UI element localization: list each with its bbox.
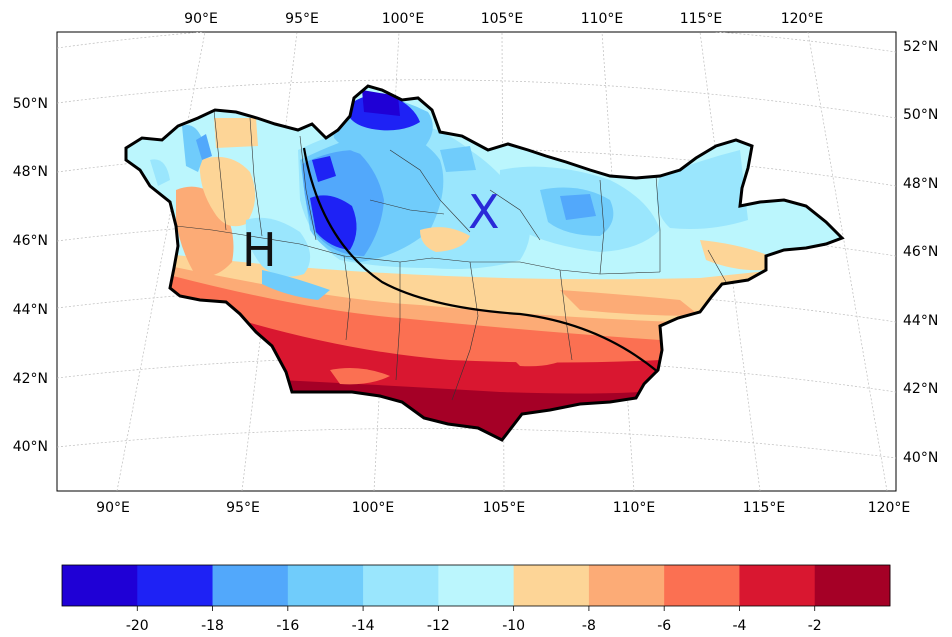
colorbar-tick-label-9: -2: [808, 618, 822, 634]
right-lat-label-2: 48°N: [903, 176, 938, 192]
colorbar-tick-label-7: -6: [657, 618, 671, 634]
right-latitude-labels: 52°N 50°N 48°N 46°N 44°N 42°N 40°N: [903, 39, 938, 466]
colorbar: -20 -18 -16 -14 -12 -10 -8 -6 -4 -2: [61, 564, 891, 634]
top-lon-label-2: 100°E: [382, 11, 425, 27]
top-lon-label-4: 110°E: [581, 11, 624, 27]
dividing-curve: [302, 147, 659, 373]
marker-east-label: X: [468, 185, 500, 239]
left-lat-label-5: 40°N: [13, 439, 48, 455]
bottom-lon-label-4: 110°E: [613, 500, 656, 516]
colorbar-swatch-6: [513, 565, 590, 606]
colorbar-swatch-8: [664, 565, 740, 606]
colorbar-swatch-7: [588, 565, 665, 606]
bottom-lon-label-6: 120°E: [868, 500, 911, 516]
colorbar-swatch-9: [739, 565, 816, 606]
top-lon-label-1: 95°E: [285, 11, 319, 27]
right-lat-label-4: 44°N: [903, 313, 938, 329]
marker-west-label: H: [242, 223, 277, 277]
colorbar-tick-label-6: -8: [582, 618, 596, 634]
bottom-lon-label-3: 105°E: [483, 500, 526, 516]
top-lon-label-0: 90°E: [184, 11, 218, 27]
left-lat-label-4: 42°N: [13, 371, 48, 387]
colorbar-swatch-0: [62, 565, 138, 606]
colorbar-frame: [61, 564, 891, 607]
right-lat-label-3: 46°N: [903, 244, 938, 260]
colorbar-tick-label-1: -18: [201, 618, 224, 634]
top-longitude-labels: 90°E 95°E 100°E 105°E 110°E 115°E 120°E: [184, 11, 823, 27]
colorbar-tick-label-2: -16: [276, 618, 299, 634]
left-lat-label-1: 48°N: [13, 164, 48, 180]
bottom-lon-label-1: 95°E: [226, 500, 260, 516]
colorbar-swatch-10: [814, 565, 891, 606]
colorbar-tick-label-8: -4: [732, 618, 746, 634]
colorbar-swatch-3: [287, 565, 364, 606]
right-lat-label-0: 52°N: [903, 39, 938, 55]
left-lat-label-2: 46°N: [13, 233, 48, 249]
colorbar-tick-label-5: -10: [502, 618, 525, 634]
left-lat-label-3: 44°N: [13, 302, 48, 318]
colorbar-swatch-4: [363, 565, 439, 606]
colorbar-swatch-2: [212, 565, 289, 606]
colorbar-tick-label-3: -14: [352, 618, 375, 634]
bottom-lon-label-2: 100°E: [352, 500, 395, 516]
right-lat-label-5: 42°N: [903, 381, 938, 397]
right-lat-label-6: 40°N: [903, 450, 938, 466]
bottom-longitude-labels: 90°E 95°E 100°E 105°E 110°E 115°E 120°E: [96, 500, 910, 516]
colorbar-tick-label-4: -12: [427, 618, 450, 634]
top-lon-label-6: 120°E: [781, 11, 824, 27]
colorbar-swatch-5: [438, 565, 515, 606]
colorbar-tick-label-0: -20: [126, 618, 149, 634]
colorbar-swatch-1: [137, 565, 213, 606]
left-latitude-labels: 50°N 48°N 46°N 44°N 42°N 40°N: [13, 96, 48, 455]
top-lon-label-3: 105°E: [481, 11, 524, 27]
bottom-lon-label-0: 90°E: [96, 500, 130, 516]
province-boundaries: [175, 109, 727, 401]
left-lat-label-0: 50°N: [13, 96, 48, 112]
right-lat-label-1: 50°N: [903, 107, 938, 123]
top-lon-label-5: 115°E: [680, 11, 723, 27]
bottom-lon-label-5: 115°E: [743, 500, 786, 516]
